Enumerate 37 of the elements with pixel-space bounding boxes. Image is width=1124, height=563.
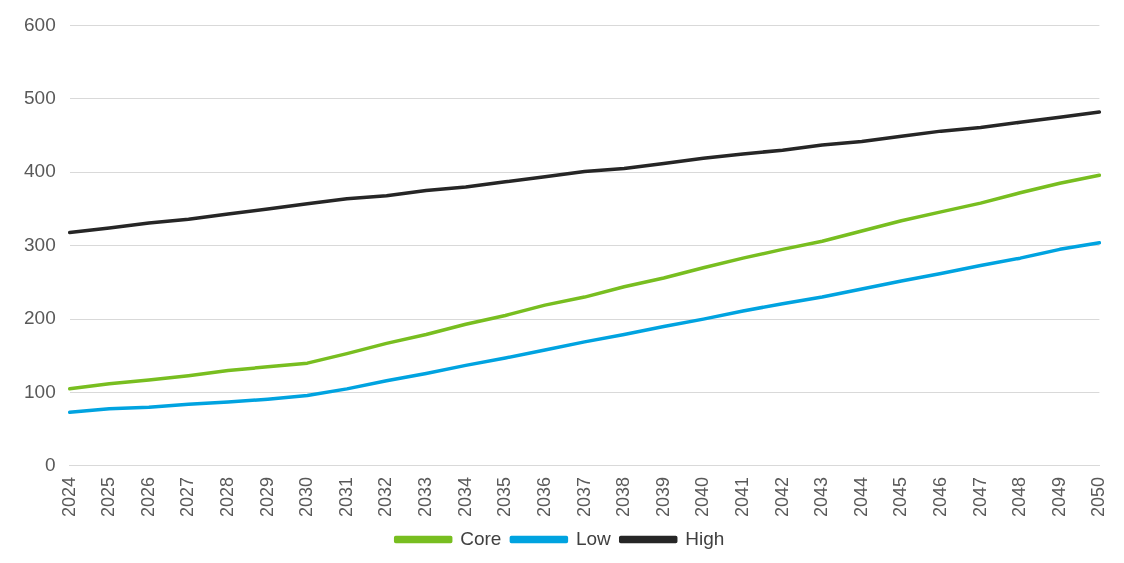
y-tick-label: 600 xyxy=(24,13,56,35)
y-tick-label: 400 xyxy=(24,160,56,182)
x-tick-label: 2041 xyxy=(731,476,752,517)
legend-label: Low xyxy=(575,527,612,549)
x-tick-label: 2049 xyxy=(1048,476,1069,517)
x-tick-label: 2046 xyxy=(929,476,950,517)
y-tick-label: 0 xyxy=(45,454,56,476)
x-tick-label: 2035 xyxy=(494,476,515,517)
x-tick-label: 2039 xyxy=(652,476,673,517)
legend-label: High xyxy=(685,527,725,549)
x-tick-label: 2031 xyxy=(335,476,356,517)
x-tick-label: 2043 xyxy=(811,476,832,517)
x-tick-label: 2040 xyxy=(692,476,713,517)
x-tick-label: 2033 xyxy=(415,476,436,517)
x-tick-label: 2037 xyxy=(573,476,594,517)
x-tick-label: 2034 xyxy=(454,476,475,517)
legend-label: Core xyxy=(460,527,502,549)
x-tick-label: 2030 xyxy=(296,476,317,517)
x-tick-label: 2042 xyxy=(771,476,792,517)
x-tick-label: 2036 xyxy=(533,476,554,517)
x-tick-label: 2027 xyxy=(177,476,198,517)
x-tick-label: 2050 xyxy=(1088,476,1109,517)
x-tick-label: 2044 xyxy=(850,476,871,517)
x-tick-label: 2025 xyxy=(98,476,119,517)
x-tick-label: 2029 xyxy=(256,476,277,517)
x-tick-label: 2048 xyxy=(1009,476,1030,517)
x-tick-label: 2024 xyxy=(58,476,79,517)
x-tick-label: 2028 xyxy=(217,476,238,517)
y-tick-label: 300 xyxy=(24,233,56,255)
y-tick-label: 500 xyxy=(24,87,56,109)
y-tick-label: 200 xyxy=(24,307,56,329)
x-tick-label: 2038 xyxy=(613,476,634,517)
y-tick-label: 100 xyxy=(24,380,56,402)
x-tick-label: 2026 xyxy=(137,476,158,517)
x-tick-label: 2045 xyxy=(890,476,911,517)
x-tick-label: 2032 xyxy=(375,476,396,517)
x-tick-label: 2047 xyxy=(969,476,990,517)
